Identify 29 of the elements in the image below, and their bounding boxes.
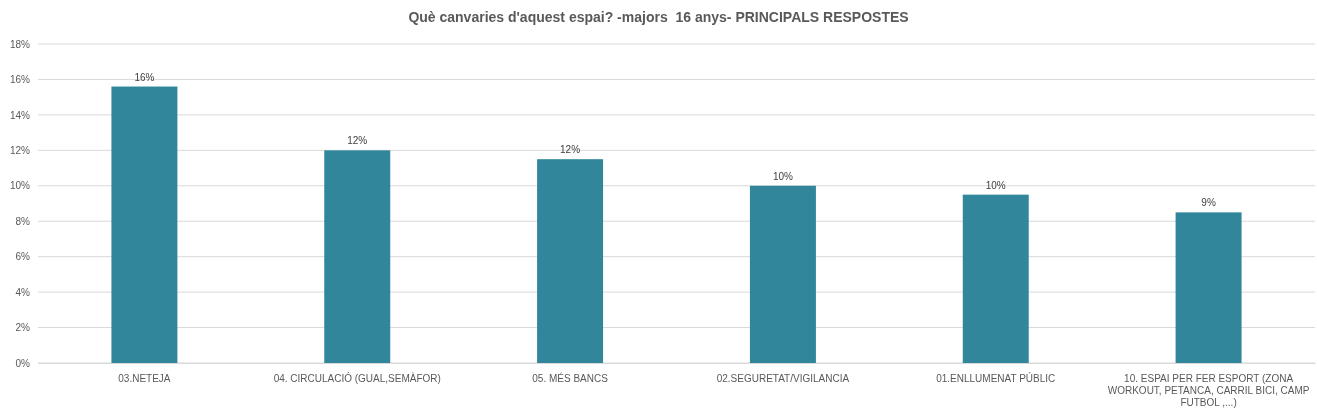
chart-title: Què canvaries d'aquest espai? -majors 16 anys- PRINCIPALS RESPOSTES xyxy=(408,9,909,25)
x-tick-label: 04. CIRCULACIÓ (GUAL,SEMÀFOR) xyxy=(273,372,441,385)
bar xyxy=(537,159,604,363)
y-tick-label: 8% xyxy=(15,215,31,227)
data-label: 12% xyxy=(347,135,368,147)
x-tick-label: 02.SEGURETAT/VIGILANCIA xyxy=(716,373,850,385)
bar xyxy=(111,86,178,363)
y-tick-label: 18% xyxy=(9,38,31,50)
data-label: 9% xyxy=(1201,197,1216,209)
x-tick-label: 01.ENLLUMENAT PÚBLIC xyxy=(936,372,1056,385)
x-tick-label: 10. ESPAI PER FER ESPORT (ZONA WORKOUT, PETANCA, CARRIL BICI, CAMP FUTBOL ,...) xyxy=(1107,373,1310,409)
x-tick-label: 03.NETEJA xyxy=(118,373,171,385)
data-label: 16% xyxy=(134,71,155,83)
data-label: 12% xyxy=(560,144,581,156)
bar xyxy=(962,194,1029,363)
x-tick-label: 05. MÉS BANCS xyxy=(532,372,609,385)
bar xyxy=(324,150,391,363)
y-tick-label: 14% xyxy=(9,109,31,121)
y-tick-label: 4% xyxy=(15,286,31,298)
y-tick-label: 10% xyxy=(9,180,31,192)
bar xyxy=(749,185,816,363)
y-tick-label: 16% xyxy=(9,74,31,86)
y-tick-label: 12% xyxy=(9,145,31,157)
data-label: 10% xyxy=(985,179,1006,191)
y-tick-label: 0% xyxy=(15,357,31,369)
bar xyxy=(1175,212,1242,363)
y-tick-label: 2% xyxy=(15,322,31,334)
data-label: 10% xyxy=(772,170,794,182)
y-tick-label: 6% xyxy=(15,251,31,263)
